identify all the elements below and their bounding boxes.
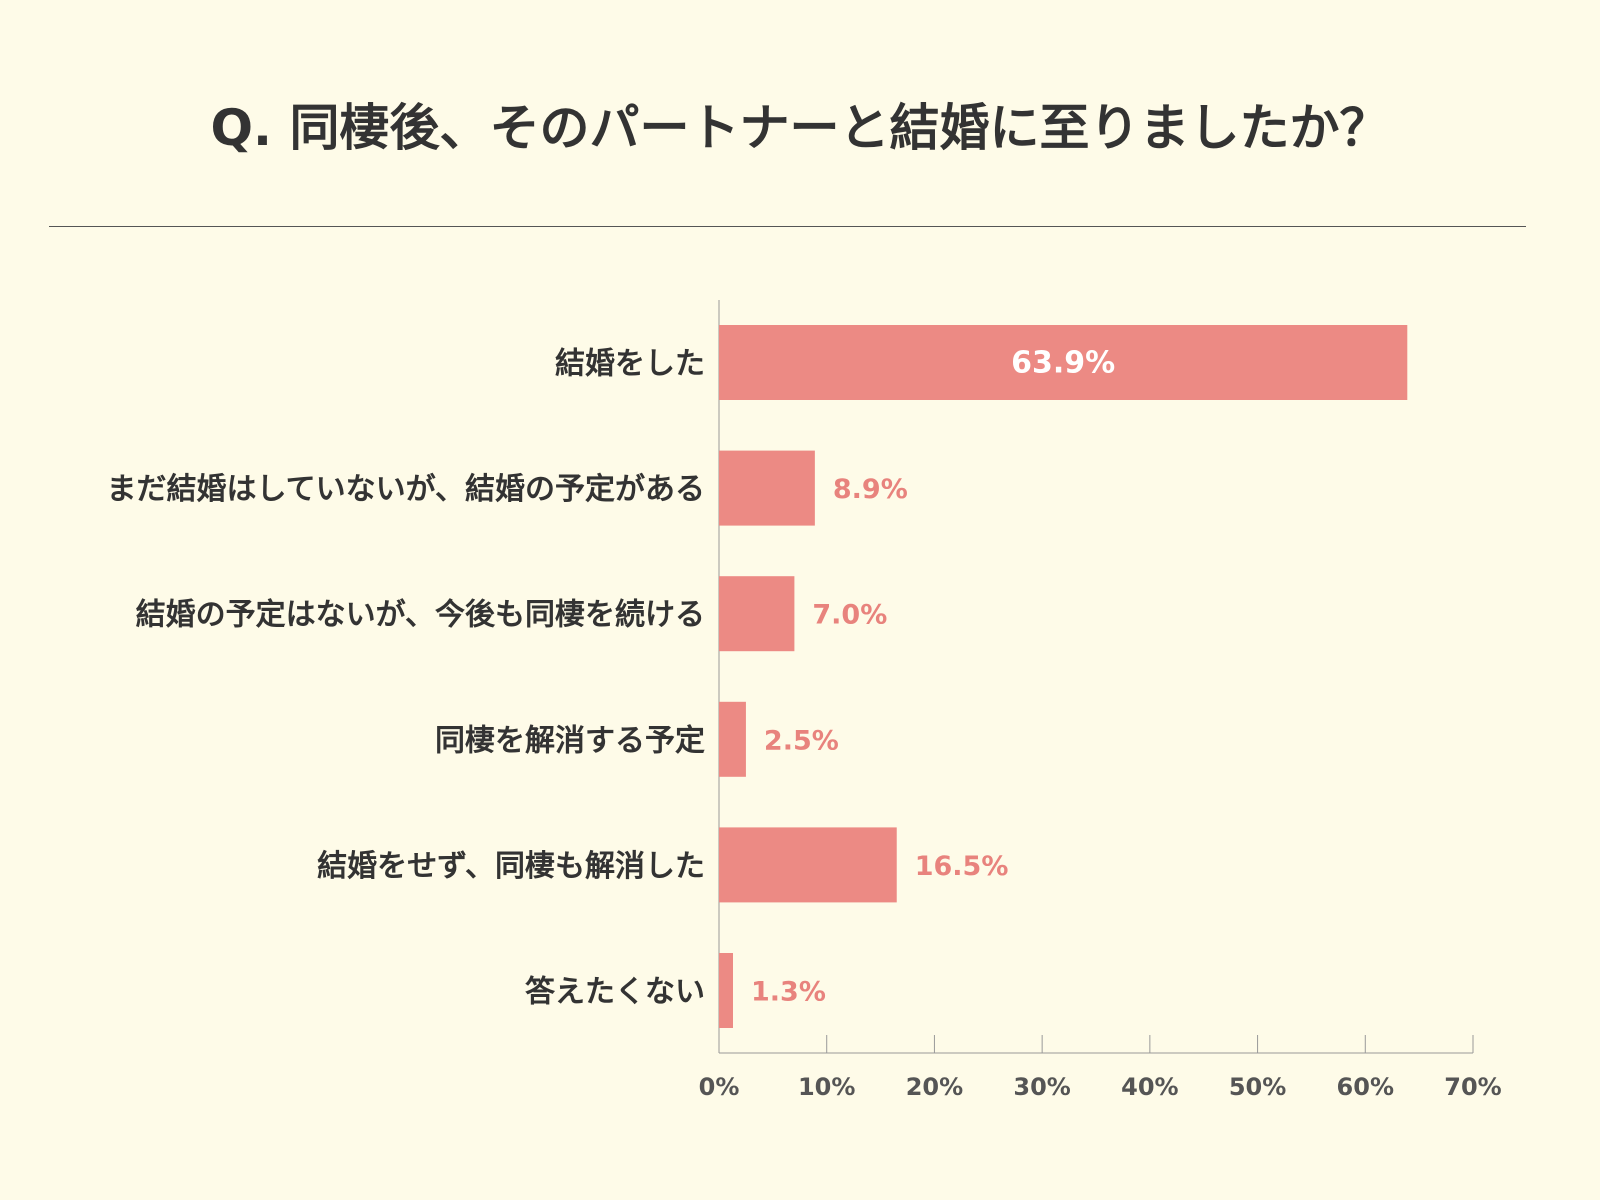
chart-title: Q. 同棲後、そのパートナーと結婚に至りましたか？ xyxy=(210,99,1390,157)
divider xyxy=(49,226,1526,227)
data-label: 7.0% xyxy=(812,600,887,631)
bar xyxy=(719,701,746,777)
x-tick-label: 40% xyxy=(1121,1073,1178,1101)
category-label: 結婚をした xyxy=(555,347,705,382)
x-tick-label: 0% xyxy=(699,1073,740,1101)
data-label: 2.5% xyxy=(764,725,839,756)
bar xyxy=(719,953,734,1028)
bar xyxy=(719,325,1408,400)
bar xyxy=(719,450,815,526)
x-tick-label: 60% xyxy=(1337,1073,1394,1101)
x-tick-label: 30% xyxy=(1013,1073,1070,1101)
x-tick-label: 20% xyxy=(906,1073,963,1101)
bar xyxy=(719,576,795,652)
bar xyxy=(719,827,897,903)
category-label: 同棲を解消する予定 xyxy=(435,723,705,758)
category-label: まだ結婚はしていないが、結婚の予定がある xyxy=(107,472,706,507)
data-label: 16.5% xyxy=(915,851,1009,882)
data-label: 63.9% xyxy=(1011,346,1115,381)
x-tick-label: 50% xyxy=(1229,1073,1286,1101)
category-label: 結婚の予定はないが、今後も同棲を続ける xyxy=(136,598,705,633)
data-label: 1.3% xyxy=(751,977,826,1008)
x-tick-label: 70% xyxy=(1444,1073,1501,1101)
data-label: 8.9% xyxy=(833,474,908,505)
category-label: 答えたくない xyxy=(525,975,705,1010)
x-tick-label: 10% xyxy=(798,1073,855,1101)
category-label: 結婚をせず、同棲も解消した xyxy=(317,849,705,884)
